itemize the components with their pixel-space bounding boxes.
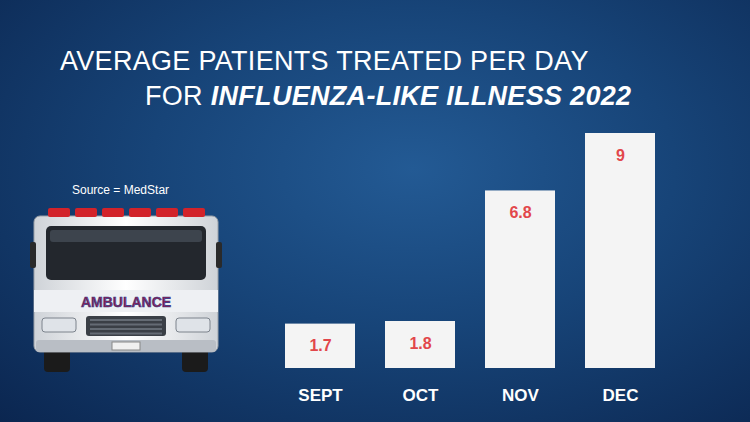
svg-text:AMBULANCE: AMBULANCE xyxy=(81,294,171,310)
html-text:Source = MedStar: Source = MedStar xyxy=(72,183,170,197)
svg-text:DEC: DEC xyxy=(603,386,639,405)
svg-text:1.7: 1.7 xyxy=(309,337,331,354)
svg-text:9: 9 xyxy=(616,147,625,164)
svg-text:NOV: NOV xyxy=(502,386,540,405)
html-text:FOR INFLUENZA-LIKE ILLNESS 202: FOR INFLUENZA-LIKE ILLNESS 2022 xyxy=(145,81,632,111)
svg-text:6.8: 6.8 xyxy=(509,204,531,221)
html-text:AVERAGE PATIENTS TREATED PER D: AVERAGE PATIENTS TREATED PER DAY xyxy=(60,46,589,76)
svg-text:SEPT: SEPT xyxy=(298,386,343,405)
svg-text:OCT: OCT xyxy=(403,386,440,405)
svg-text:1.8: 1.8 xyxy=(409,335,431,352)
